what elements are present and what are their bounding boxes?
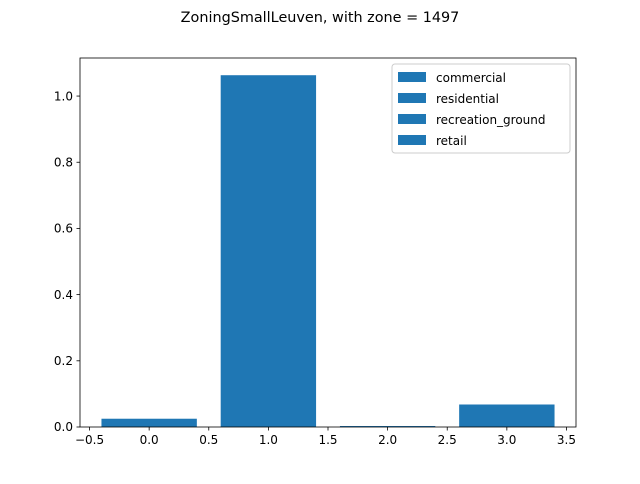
x-tick-label: 2.5 [438, 433, 457, 447]
x-tick-label: 1.0 [259, 433, 278, 447]
y-tick-label: 0.2 [54, 354, 73, 368]
x-tick-label: 2.0 [378, 433, 397, 447]
axes-layer: −0.5 0.0 0.5 1.0 1.5 2.0 2.5 3.0 3.50.00.20.40.6… [54, 57, 577, 447]
legend-box [391, 63, 571, 154]
x-tick-label: −0.5 [75, 433, 104, 447]
y-tick-label: 0.6 [54, 222, 73, 236]
bar-recreation-ground [339, 426, 436, 427]
bar-retail [459, 404, 555, 427]
x-tick-label: 1.5 [318, 433, 337, 447]
x-tick-label: 0.5 [199, 433, 218, 447]
chart-title: ZoningSmallLeuven, with zone = 1497 [181, 10, 460, 26]
legend: commercial residential recreation_groundre… [391, 63, 571, 154]
legend-label: recreation_ground [436, 113, 546, 127]
legend-swatch [398, 93, 426, 103]
legend-swatch [398, 135, 426, 145]
legend-label: residential [436, 92, 499, 106]
bar-commercial [101, 418, 197, 427]
legend-label: commercial [436, 71, 506, 85]
y-tick-label: 0.4 [54, 288, 73, 302]
bars-layer [101, 75, 555, 427]
y-tick-label: 1.0 [54, 89, 73, 103]
x-tick-label: 3.0 [497, 433, 516, 447]
legend-swatch [398, 114, 426, 124]
y-tick-label: 0.8 [54, 155, 73, 169]
legend-swatch [398, 72, 426, 82]
x-tick-label: 3.5 [557, 433, 576, 447]
x-tick-label: 0.0 [140, 433, 159, 447]
bar-residential [220, 75, 317, 427]
y-tick-label: 0.0 [54, 420, 73, 434]
legend-label: retail [436, 134, 467, 148]
